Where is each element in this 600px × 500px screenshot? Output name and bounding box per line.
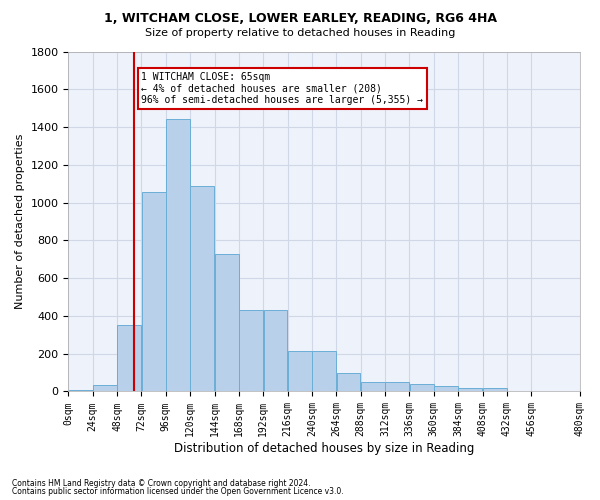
- Bar: [532, 390, 556, 392]
- Bar: [361, 382, 385, 392]
- Bar: [434, 386, 458, 392]
- X-axis label: Distribution of detached houses by size in Reading: Distribution of detached houses by size …: [174, 442, 475, 455]
- Bar: [142, 192, 166, 392]
- Bar: [93, 385, 117, 392]
- Text: 1, WITCHAM CLOSE, LOWER EARLEY, READING, RG6 4HA: 1, WITCHAM CLOSE, LOWER EARLEY, READING,…: [104, 12, 497, 26]
- Bar: [337, 372, 361, 392]
- Bar: [507, 390, 531, 392]
- Bar: [190, 186, 214, 392]
- Bar: [239, 310, 263, 392]
- Text: Contains public sector information licensed under the Open Government Licence v3: Contains public sector information licen…: [12, 487, 344, 496]
- Bar: [483, 388, 506, 392]
- Bar: [68, 390, 92, 392]
- Text: 1 WITCHAM CLOSE: 65sqm
← 4% of detached houses are smaller (208)
96% of semi-det: 1 WITCHAM CLOSE: 65sqm ← 4% of detached …: [142, 72, 424, 106]
- Bar: [288, 351, 312, 392]
- Text: Contains HM Land Registry data © Crown copyright and database right 2024.: Contains HM Land Registry data © Crown c…: [12, 478, 311, 488]
- Bar: [263, 310, 287, 392]
- Bar: [312, 351, 336, 392]
- Bar: [410, 384, 434, 392]
- Bar: [215, 254, 239, 392]
- Y-axis label: Number of detached properties: Number of detached properties: [15, 134, 25, 309]
- Text: Size of property relative to detached houses in Reading: Size of property relative to detached ho…: [145, 28, 455, 38]
- Bar: [166, 120, 190, 392]
- Bar: [118, 326, 141, 392]
- Bar: [458, 388, 482, 392]
- Bar: [385, 382, 409, 392]
